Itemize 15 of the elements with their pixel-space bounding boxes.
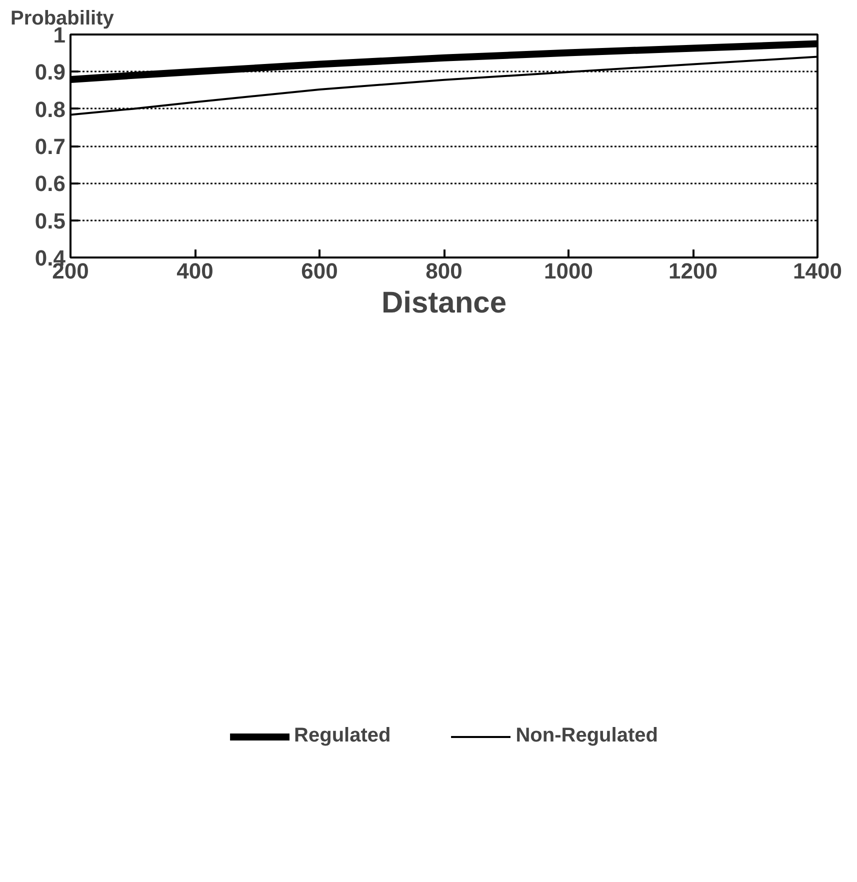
- legend-label: Non-Regulated: [516, 724, 658, 748]
- x-tick-label: 1200: [668, 258, 718, 284]
- x-tick-label: 1000: [544, 258, 593, 284]
- y-tick-label: 0.9: [34, 60, 66, 85]
- y-tick-label: 0.8: [34, 96, 66, 122]
- y-tick-label: 0.6: [34, 171, 66, 196]
- y-tick-label: 0.5: [34, 208, 66, 234]
- y-axis-title: Probability: [10, 8, 115, 30]
- x-tick-label: 1400: [793, 258, 842, 284]
- x-tick-label: 400: [176, 258, 214, 284]
- x-axis-title: Distance: [381, 286, 507, 320]
- legend-label: Regulated: [294, 724, 391, 748]
- x-tick-label: 600: [301, 258, 338, 284]
- x-tick-label: 800: [426, 258, 462, 284]
- y-tick-label: 0.7: [34, 134, 66, 159]
